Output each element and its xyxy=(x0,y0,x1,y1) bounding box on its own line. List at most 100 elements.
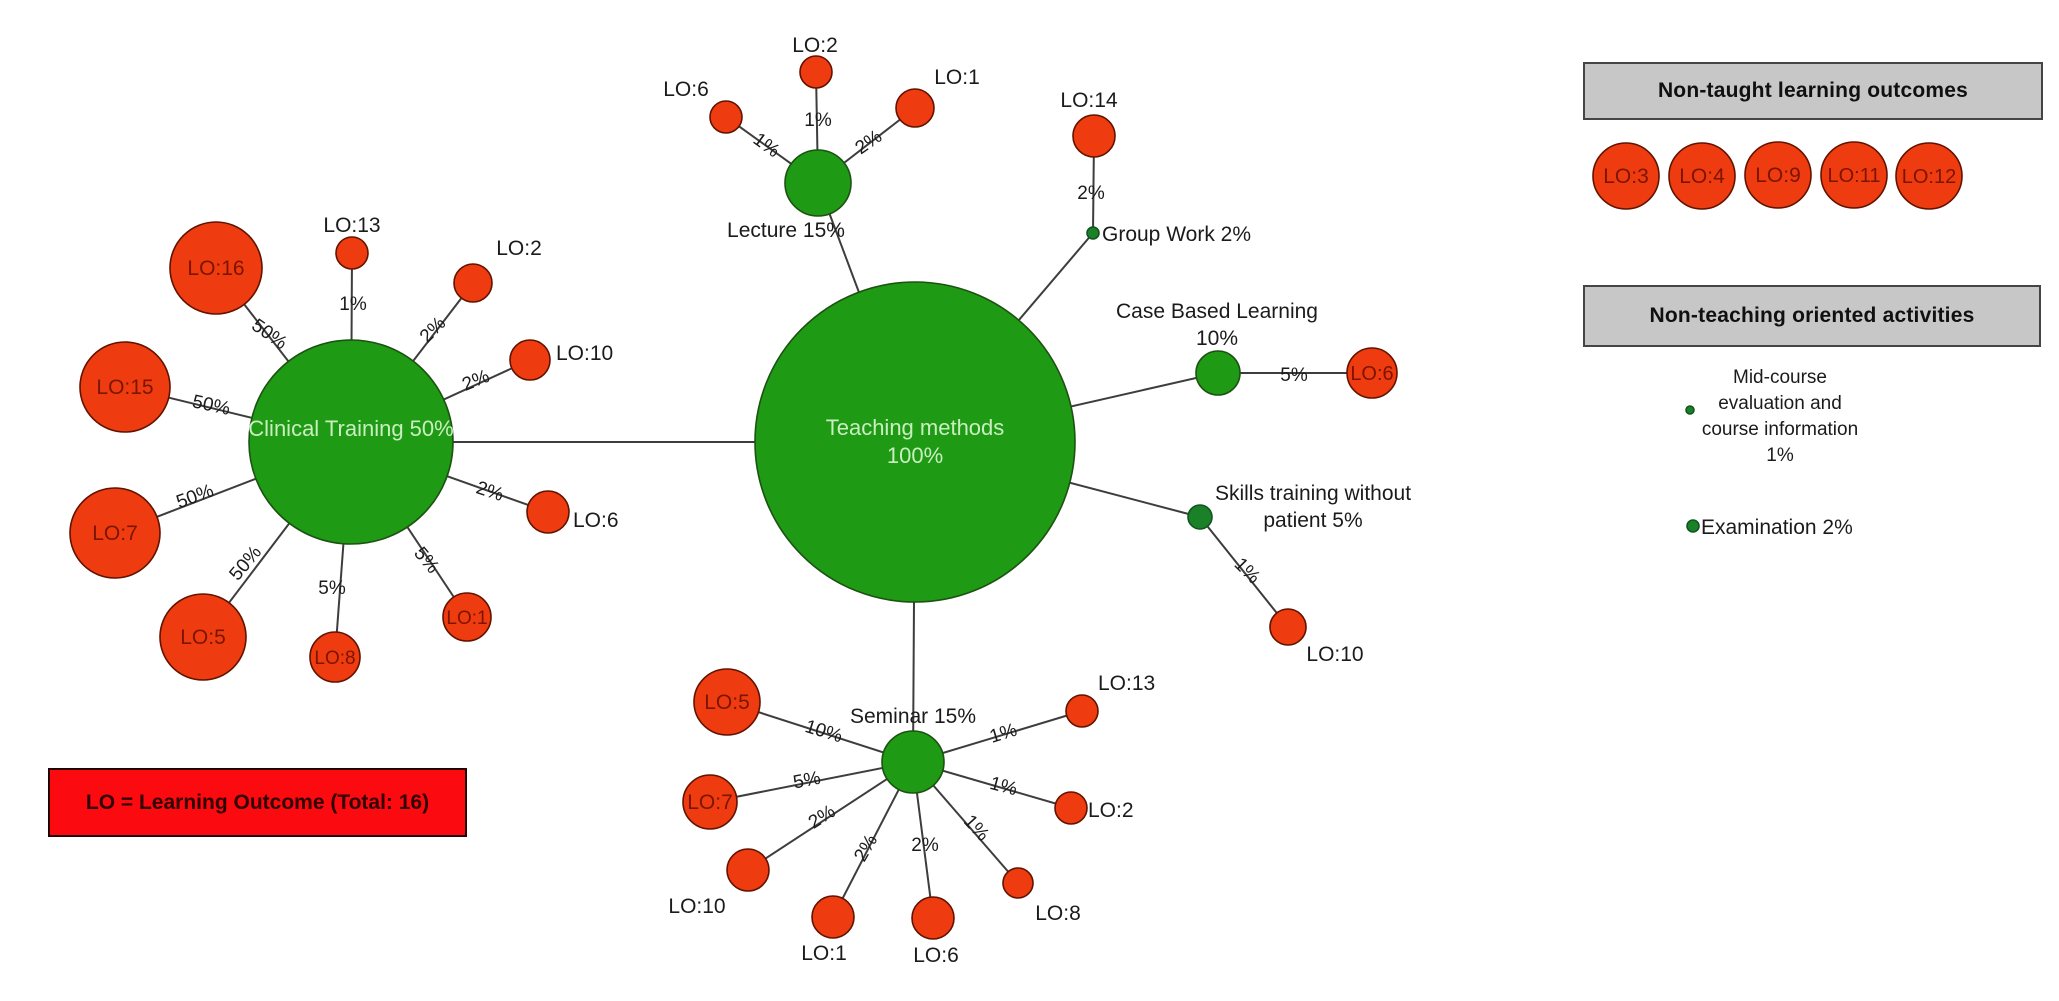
node-groupwork xyxy=(1086,226,1100,240)
edge-label-seminar--sem-lo2: 1% xyxy=(987,773,1019,800)
edge-label-clinical--cl-lo7: 50% xyxy=(174,480,217,513)
node-label-lec-lo2: LO:2 xyxy=(792,34,838,57)
node-label-sem-lo7: LO:7 xyxy=(687,791,733,814)
edge-seminar--sem-lo10 xyxy=(747,761,914,871)
node-lec-lo2 xyxy=(799,55,833,89)
node-sem-lo7 xyxy=(682,774,738,830)
node-label-nt-lo12: LO:12 xyxy=(1902,166,1956,188)
node-sem-lo13 xyxy=(1065,694,1099,728)
node-nt-lo9 xyxy=(1744,141,1812,209)
nodes-layer xyxy=(69,55,1963,940)
node-label-sem-lo2: LO:2 xyxy=(1088,799,1134,822)
node-cl-lo15 xyxy=(79,341,171,433)
node-label-cl-lo1: LO:1 xyxy=(446,608,487,629)
node-lecture xyxy=(784,149,852,217)
non-taught-outcomes-header: Non-taught learning outcomes xyxy=(1583,62,2043,120)
node-label-cl-lo6: LO:6 xyxy=(573,509,619,532)
edge-label-seminar--sem-lo8: 1% xyxy=(959,811,993,846)
node-sk-lo10 xyxy=(1269,608,1307,646)
node-cl-lo10 xyxy=(509,339,551,381)
node-label-cl-lo15: LO:15 xyxy=(96,376,153,399)
node-label-sk-lo10: LO:10 xyxy=(1306,643,1363,666)
node-label-lec-lo6: LO:6 xyxy=(663,78,709,101)
non-teaching-activities-title: Non-teaching oriented activities xyxy=(1649,304,1975,327)
legend-box: LO = Learning Outcome (Total: 16) xyxy=(48,768,467,837)
node-gw-lo14 xyxy=(1072,114,1116,158)
node-label-cl-lo10: LO:10 xyxy=(556,342,613,365)
node-label-lecture: Lecture 15% xyxy=(727,219,845,242)
node-cl-lo2 xyxy=(453,263,493,303)
node-clinical xyxy=(248,339,454,545)
node-label-nt-lo3: LO:3 xyxy=(1603,165,1649,188)
node-cbl-lo6 xyxy=(1346,347,1398,399)
node-label-skills: Skills training without patient 5% xyxy=(1215,482,1411,532)
node-label-cl-lo5: LO:5 xyxy=(180,626,226,649)
edge-label-lecture--lec-lo2: 1% xyxy=(804,110,832,131)
node-label-lec-lo1: LO:1 xyxy=(934,66,980,89)
edge-label-seminar--sem-lo13: 1% xyxy=(987,720,1020,748)
node-label-nt-lo9: LO:9 xyxy=(1755,164,1801,187)
node-central xyxy=(754,281,1076,603)
node-cbl xyxy=(1195,350,1241,396)
edge-label-clinical--cl-lo15: 50% xyxy=(190,391,232,419)
node-nt-lo3 xyxy=(1592,142,1660,210)
edge-label-clinical--cl-lo6: 2% xyxy=(473,478,506,506)
node-sem-lo8 xyxy=(1002,867,1034,899)
labels-layer: Teaching methods 100% Clinical Training 50… xyxy=(92,34,1956,967)
node-label-cbl-lo6: LO:6 xyxy=(1350,363,1393,385)
edge-label-seminar--sem-lo5: 10% xyxy=(802,716,845,747)
edge-label-clinical--cl-lo10: 2% xyxy=(459,366,492,396)
node-label-nt-lo4: LO:4 xyxy=(1679,165,1725,188)
node-label-cbl: Case Based Learning 10% xyxy=(1116,300,1318,350)
node-nt-lo11 xyxy=(1820,141,1888,209)
node-label-cl-lo7: LO:7 xyxy=(92,522,138,545)
node-lec-lo1 xyxy=(895,88,935,128)
node-sem-lo2 xyxy=(1054,791,1088,825)
node-sem-lo10 xyxy=(726,848,770,892)
node-label-nt-lo11: LO:11 xyxy=(1828,165,1881,187)
node-sem-lo5 xyxy=(693,668,761,736)
node-midcourse xyxy=(1685,405,1695,415)
node-cl-lo6 xyxy=(526,490,570,534)
node-seminar xyxy=(881,730,945,794)
node-lec-lo6 xyxy=(709,100,743,134)
edge-label-seminar--sem-lo1: 2% xyxy=(850,831,882,865)
node-label-cl-lo13: LO:13 xyxy=(323,214,380,237)
node-label-seminar: Seminar 15% xyxy=(850,705,976,728)
node-exam xyxy=(1686,519,1700,533)
edge-label-groupwork--gw-lo14: 2% xyxy=(1077,183,1105,204)
node-label-cl-lo2: LO:2 xyxy=(496,237,542,260)
node-label-sem-lo6: LO:6 xyxy=(913,944,959,967)
edge-label-lecture--lec-lo6: 1% xyxy=(749,129,784,162)
edge-label-seminar--sem-lo7: 5% xyxy=(791,768,822,794)
node-skills xyxy=(1187,504,1213,530)
node-sem-lo1 xyxy=(811,895,855,939)
edge-label-clinical--cl-lo16: 50% xyxy=(248,315,291,354)
node-cl-lo1 xyxy=(442,592,492,642)
node-label-sem-lo5: LO:5 xyxy=(704,691,750,714)
node-cl-lo16 xyxy=(169,221,263,315)
node-label-central: Teaching methods 100% xyxy=(826,415,1005,468)
non-teaching-activities-header: Non-teaching oriented activities xyxy=(1583,285,2041,347)
node-label-sem-lo8: LO:8 xyxy=(1035,902,1081,925)
edge-label-clinical--cl-lo13: 1% xyxy=(339,294,367,315)
node-label-sem-lo1: LO:1 xyxy=(801,942,847,965)
node-nt-lo12 xyxy=(1895,142,1963,210)
node-label-gw-lo14: LO:14 xyxy=(1060,89,1118,112)
node-cl-lo5 xyxy=(159,593,247,681)
node-label-sem-lo13: LO:13 xyxy=(1098,672,1155,695)
node-label-midcourse: Mid-course evaluation and course informati… xyxy=(1702,367,1858,466)
edge-seminar--sem-lo7 xyxy=(709,761,914,803)
non-taught-outcomes-title: Non-taught learning outcomes xyxy=(1657,79,1969,102)
edge-skills--sk-lo10 xyxy=(1199,516,1289,628)
node-cl-lo13 xyxy=(335,236,369,270)
node-cl-lo8 xyxy=(309,631,361,683)
node-label-cl-lo16: LO:16 xyxy=(187,257,244,280)
node-label-groupwork: Group Work 2% xyxy=(1102,223,1251,246)
node-cl-lo7 xyxy=(69,487,161,579)
node-label-cl-lo8: LO:8 xyxy=(314,648,355,669)
edge-label-seminar--sem-lo6: 2% xyxy=(911,835,939,856)
node-nt-lo4 xyxy=(1668,142,1736,210)
node-label-exam: Examination 2% xyxy=(1701,516,1853,539)
